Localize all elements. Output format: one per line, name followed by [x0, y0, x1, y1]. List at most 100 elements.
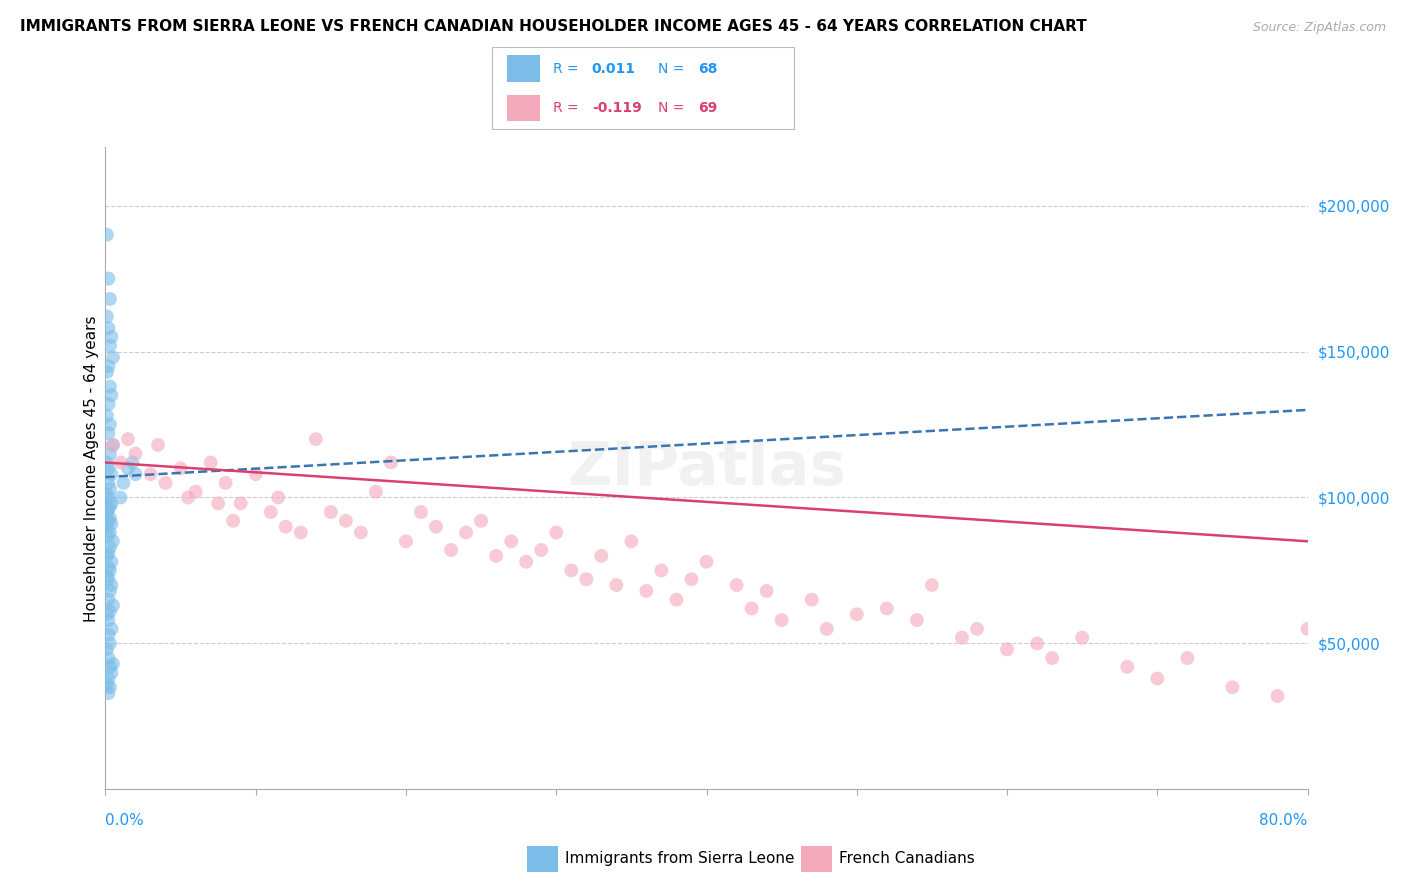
Point: [101, 534, 124, 549]
Point: [98, 511, 121, 525]
Text: R =: R =: [553, 62, 582, 76]
Point: [96, 455, 118, 469]
Point: [995, 642, 1018, 657]
Point: [110, 491, 132, 505]
Point: [364, 484, 387, 499]
Text: Immigrants from Sierra Leone: Immigrants from Sierra Leone: [565, 852, 794, 866]
Point: [100, 622, 122, 636]
Point: [575, 572, 598, 586]
Text: IMMIGRANTS FROM SIERRA LEONE VS FRENCH CANADIAN HOUSEHOLDER INCOME AGES 45 - 64 : IMMIGRANTS FROM SIERRA LEONE VS FRENCH C…: [20, 20, 1087, 34]
Point: [97, 592, 120, 607]
Point: [97, 672, 120, 686]
Point: [755, 583, 778, 598]
Point: [96, 487, 118, 501]
Point: [905, 613, 928, 627]
Point: [380, 455, 402, 469]
Text: 69: 69: [697, 101, 717, 115]
Text: Source: ZipAtlas.com: Source: ZipAtlas.com: [1253, 21, 1386, 34]
Point: [98, 417, 121, 432]
Point: [97, 514, 120, 528]
Point: [169, 461, 191, 475]
Point: [96, 505, 118, 519]
Point: [97, 359, 120, 373]
Point: [501, 534, 523, 549]
Point: [155, 475, 177, 490]
Point: [98, 482, 121, 496]
Point: [98, 636, 121, 650]
Point: [117, 461, 139, 475]
Point: [98, 540, 121, 554]
Point: [98, 379, 121, 393]
Point: [620, 534, 643, 549]
Point: [1040, 651, 1063, 665]
Point: [200, 455, 222, 469]
Point: [770, 613, 793, 627]
Point: [100, 578, 122, 592]
Text: 68: 68: [697, 62, 717, 76]
Y-axis label: Householder Income Ages 45 - 64 years: Householder Income Ages 45 - 64 years: [83, 315, 98, 622]
Point: [950, 631, 973, 645]
Point: [1071, 631, 1094, 645]
Point: [96, 409, 118, 423]
Point: [207, 496, 229, 510]
Point: [98, 339, 121, 353]
Point: [815, 622, 838, 636]
Point: [1267, 689, 1289, 703]
Point: [97, 426, 120, 441]
Point: [177, 491, 200, 505]
Point: [1222, 680, 1244, 694]
Point: [440, 543, 463, 558]
Point: [96, 310, 118, 324]
Point: [350, 525, 373, 540]
Point: [546, 525, 568, 540]
Point: [100, 516, 122, 531]
Point: [97, 271, 120, 285]
Point: [98, 583, 121, 598]
Point: [530, 543, 553, 558]
Point: [112, 475, 135, 490]
Text: N =: N =: [658, 62, 689, 76]
Point: [101, 657, 124, 671]
Point: [319, 505, 342, 519]
Point: [98, 525, 121, 540]
Point: [245, 467, 267, 482]
Point: [515, 555, 537, 569]
Point: [665, 592, 688, 607]
Point: [96, 607, 118, 622]
Point: [97, 502, 120, 516]
Point: [97, 628, 120, 642]
Point: [222, 514, 245, 528]
Point: [605, 578, 627, 592]
Point: [98, 447, 121, 461]
Point: [921, 578, 943, 592]
Point: [100, 388, 122, 402]
Point: [1175, 651, 1198, 665]
Point: [696, 555, 718, 569]
Point: [139, 467, 162, 482]
Point: [100, 330, 122, 344]
Point: [96, 549, 118, 563]
Point: [117, 432, 139, 446]
Point: [97, 491, 120, 505]
Point: [110, 455, 132, 469]
Point: [98, 660, 121, 674]
Point: [97, 397, 120, 411]
Text: 0.0%: 0.0%: [105, 814, 145, 828]
Point: [100, 555, 122, 569]
Point: [335, 514, 357, 528]
Point: [96, 519, 118, 533]
Bar: [508, 55, 540, 82]
Point: [636, 583, 658, 598]
Text: R =: R =: [553, 101, 582, 115]
Bar: [508, 95, 540, 121]
Point: [124, 447, 146, 461]
Point: [97, 560, 120, 574]
Point: [214, 475, 236, 490]
Point: [96, 227, 118, 242]
Point: [845, 607, 868, 622]
Point: [485, 549, 508, 563]
Point: [97, 572, 120, 586]
Point: [97, 651, 120, 665]
Point: [1296, 622, 1319, 636]
Point: [456, 525, 478, 540]
